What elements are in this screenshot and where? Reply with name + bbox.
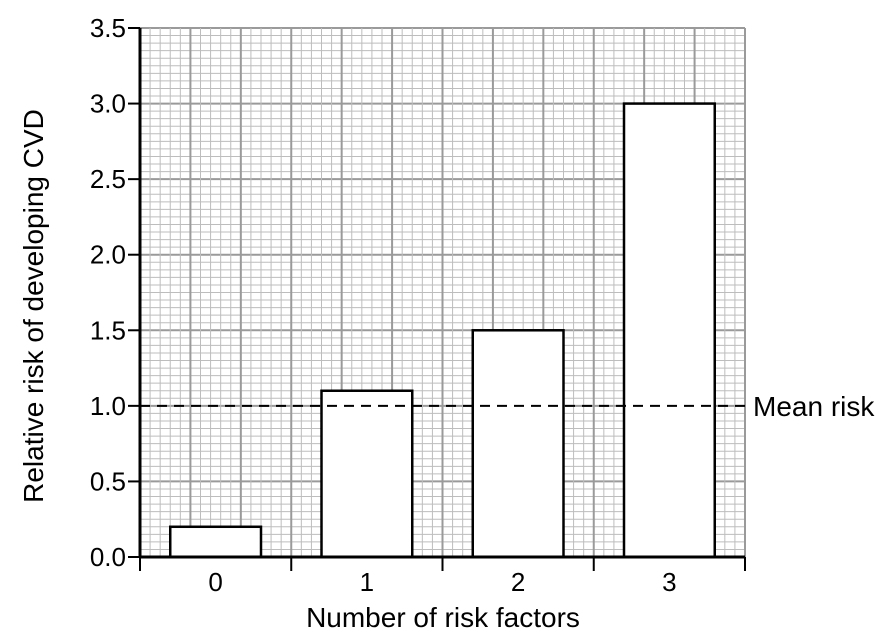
x-tick-label: 1 xyxy=(360,567,374,597)
y-tick-label: 3.0 xyxy=(90,89,126,119)
x-tick-label: 2 xyxy=(511,567,525,597)
y-tick-label: 3.5 xyxy=(90,13,126,43)
y-tick-label: 0.5 xyxy=(90,466,126,496)
y-tick-label: 2.0 xyxy=(90,240,126,270)
x-tick-label: 3 xyxy=(662,567,676,597)
y-tick-label: 1.0 xyxy=(90,391,126,421)
y-tick-label: 2.5 xyxy=(90,164,126,194)
x-tick-label: 0 xyxy=(208,567,222,597)
axes xyxy=(128,27,746,571)
tick-labels: 0.0 0.5 1.0 1.5 2.0 2.5 3.0 3.5 0 1 2 3 xyxy=(90,13,677,597)
reference-line-label: Mean risk xyxy=(753,391,875,422)
bar-2 xyxy=(471,329,565,559)
y-axis-label: Relative risk of developing CVD xyxy=(18,109,49,503)
bar-1 xyxy=(320,389,414,559)
y-tick-label: 0.0 xyxy=(90,542,126,572)
bar-0 xyxy=(169,525,263,559)
bars xyxy=(169,102,716,559)
reference-line-group: Mean risk xyxy=(140,391,875,422)
x-axis-label: Number of risk factors xyxy=(306,602,580,633)
bar-3 xyxy=(622,102,716,559)
y-tick-label: 1.5 xyxy=(90,315,126,345)
